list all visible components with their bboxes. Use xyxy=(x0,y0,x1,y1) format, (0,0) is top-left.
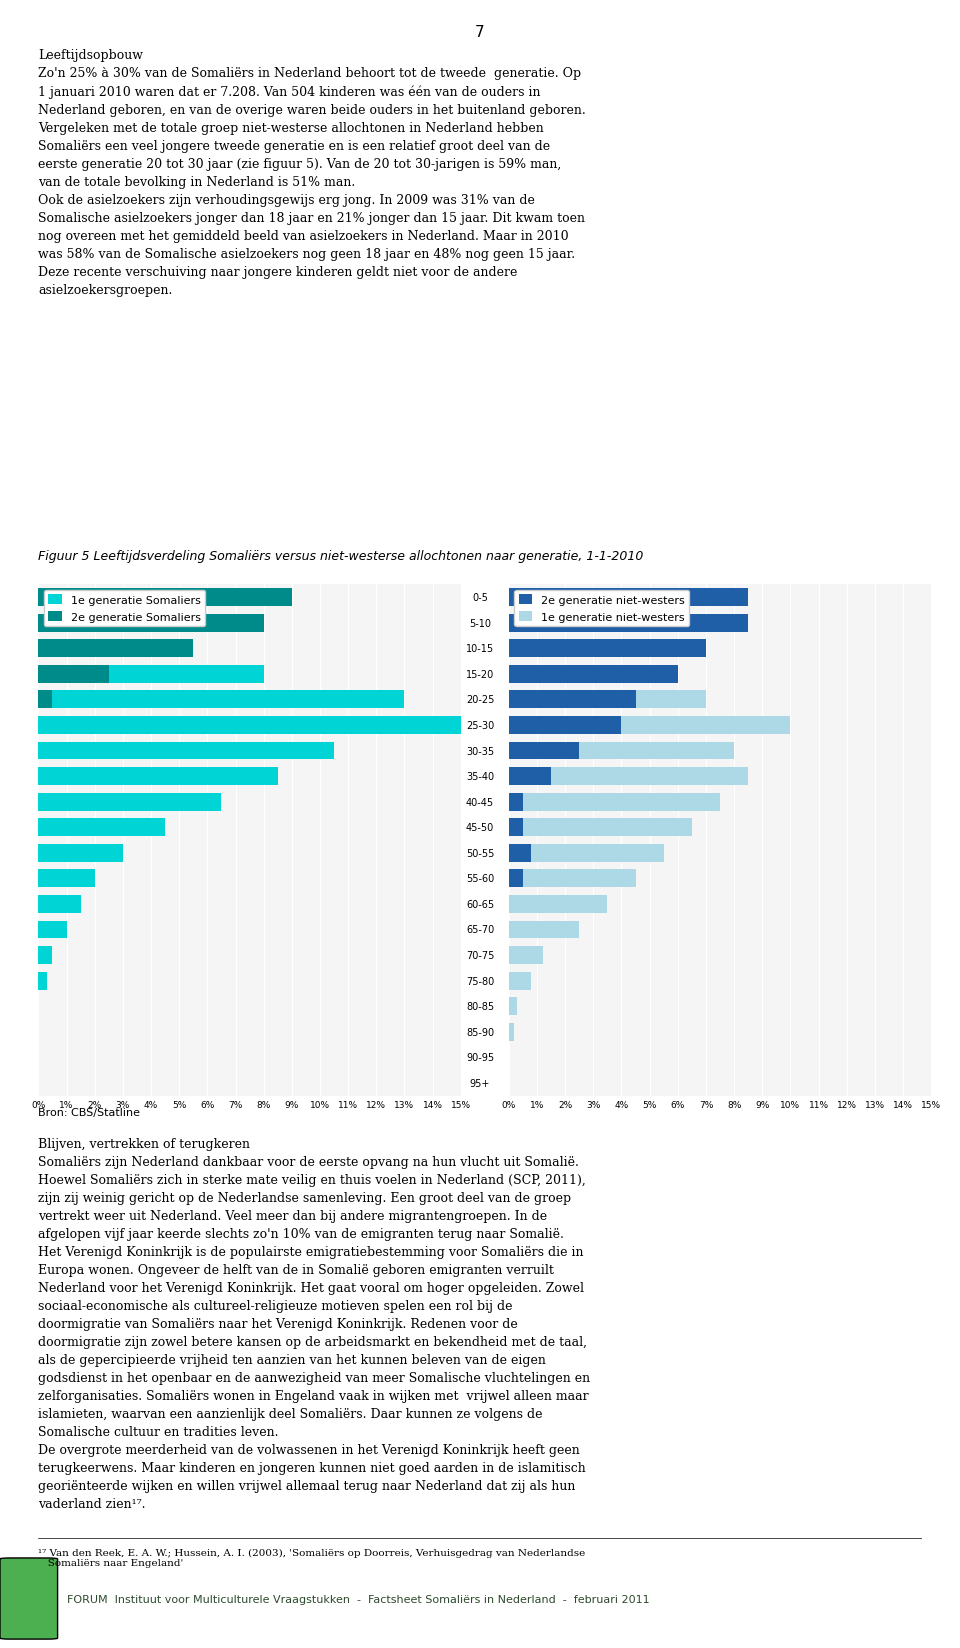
Bar xyxy=(509,870,636,888)
Text: 55-60: 55-60 xyxy=(466,873,494,883)
Bar xyxy=(509,844,531,862)
Bar xyxy=(509,946,542,964)
Bar xyxy=(38,639,193,658)
Bar xyxy=(38,691,404,709)
Bar xyxy=(509,870,523,888)
Bar xyxy=(509,742,734,760)
Text: 30-35: 30-35 xyxy=(466,747,494,756)
Bar xyxy=(38,946,53,964)
Bar xyxy=(38,588,66,606)
Bar xyxy=(509,666,678,684)
Text: 60-65: 60-65 xyxy=(466,900,494,910)
Bar xyxy=(38,793,222,811)
Bar xyxy=(509,639,706,658)
Bar xyxy=(38,742,334,760)
Text: 95+: 95+ xyxy=(469,1078,491,1088)
Bar xyxy=(38,691,53,709)
Bar xyxy=(509,615,523,633)
Text: 50-55: 50-55 xyxy=(466,849,494,859)
Legend: 1e generatie Somaliers, 2e generatie Somaliers: 1e generatie Somaliers, 2e generatie Som… xyxy=(44,590,205,626)
Text: 5-10: 5-10 xyxy=(469,618,491,628)
Bar xyxy=(509,921,579,939)
Bar xyxy=(38,844,123,862)
Bar xyxy=(38,615,264,633)
Bar xyxy=(38,666,108,684)
Text: Leeftijdsopbouw
Zo'n 25% à 30% van de Somaliërs in Nederland behoort tot de twee: Leeftijdsopbouw Zo'n 25% à 30% van de So… xyxy=(38,49,587,297)
Bar xyxy=(38,870,95,888)
Bar xyxy=(509,717,790,735)
Text: 65-70: 65-70 xyxy=(466,925,494,934)
Bar xyxy=(509,666,579,684)
Bar xyxy=(509,793,523,811)
Text: 70-75: 70-75 xyxy=(466,951,494,961)
Text: 35-40: 35-40 xyxy=(466,771,494,781)
Bar xyxy=(509,895,608,913)
Text: Bron: CBS/Statline: Bron: CBS/Statline xyxy=(38,1107,140,1117)
Text: 0-5: 0-5 xyxy=(472,593,488,603)
Text: 10-15: 10-15 xyxy=(466,644,494,654)
Bar xyxy=(509,615,748,633)
Bar xyxy=(38,819,165,837)
Bar xyxy=(38,768,277,786)
Text: 25-30: 25-30 xyxy=(466,720,494,730)
Bar xyxy=(38,639,180,658)
Text: 90-95: 90-95 xyxy=(466,1053,494,1063)
Bar xyxy=(38,588,292,606)
Bar xyxy=(509,997,517,1015)
Text: 7: 7 xyxy=(475,25,485,41)
Bar xyxy=(509,972,531,990)
Bar xyxy=(38,666,264,684)
Bar xyxy=(509,793,720,811)
Text: Blijven, vertrekken of terugkeren
Somaliërs zijn Nederland dankbaar voor de eers: Blijven, vertrekken of terugkeren Somali… xyxy=(38,1137,590,1510)
Bar xyxy=(38,615,81,633)
Text: 20-25: 20-25 xyxy=(466,695,494,705)
Bar xyxy=(38,717,461,735)
Bar xyxy=(509,717,621,735)
Bar xyxy=(509,639,551,658)
Text: 80-85: 80-85 xyxy=(466,1002,494,1012)
Legend: 2e generatie niet-westers, 1e generatie niet-westers: 2e generatie niet-westers, 1e generatie … xyxy=(515,590,689,626)
Bar xyxy=(38,895,81,913)
Bar xyxy=(509,819,523,837)
Bar xyxy=(38,972,47,990)
Bar xyxy=(509,742,579,760)
Bar xyxy=(509,768,748,786)
Text: 85-90: 85-90 xyxy=(466,1027,494,1037)
Bar xyxy=(509,1023,515,1042)
Text: 75-80: 75-80 xyxy=(466,976,494,986)
FancyBboxPatch shape xyxy=(0,1557,58,1640)
Bar xyxy=(509,691,636,709)
Text: 45-50: 45-50 xyxy=(466,822,494,832)
Bar xyxy=(509,819,692,837)
Text: 15-20: 15-20 xyxy=(466,669,494,679)
Bar xyxy=(38,921,66,939)
Text: ¹⁷ Van den Reek, E. A. W.; Hussein, A. I. (2003), 'Somaliërs op Doorreis, Verhui: ¹⁷ Van den Reek, E. A. W.; Hussein, A. I… xyxy=(38,1547,586,1567)
Bar xyxy=(509,588,517,606)
Text: FORUM  Instituut voor Multiculturele Vraagstukken  -  Factsheet Somaliërs in Ned: FORUM Instituut voor Multiculturele Vraa… xyxy=(67,1594,650,1604)
Text: Figuur 5 Leeftijdsverdeling Somaliërs versus niet-westerse allochtonen naar gene: Figuur 5 Leeftijdsverdeling Somaliërs ve… xyxy=(38,550,644,562)
Bar xyxy=(509,588,748,606)
Text: 40-45: 40-45 xyxy=(466,798,494,808)
Bar xyxy=(509,844,663,862)
Bar xyxy=(509,768,551,786)
Bar xyxy=(509,691,706,709)
